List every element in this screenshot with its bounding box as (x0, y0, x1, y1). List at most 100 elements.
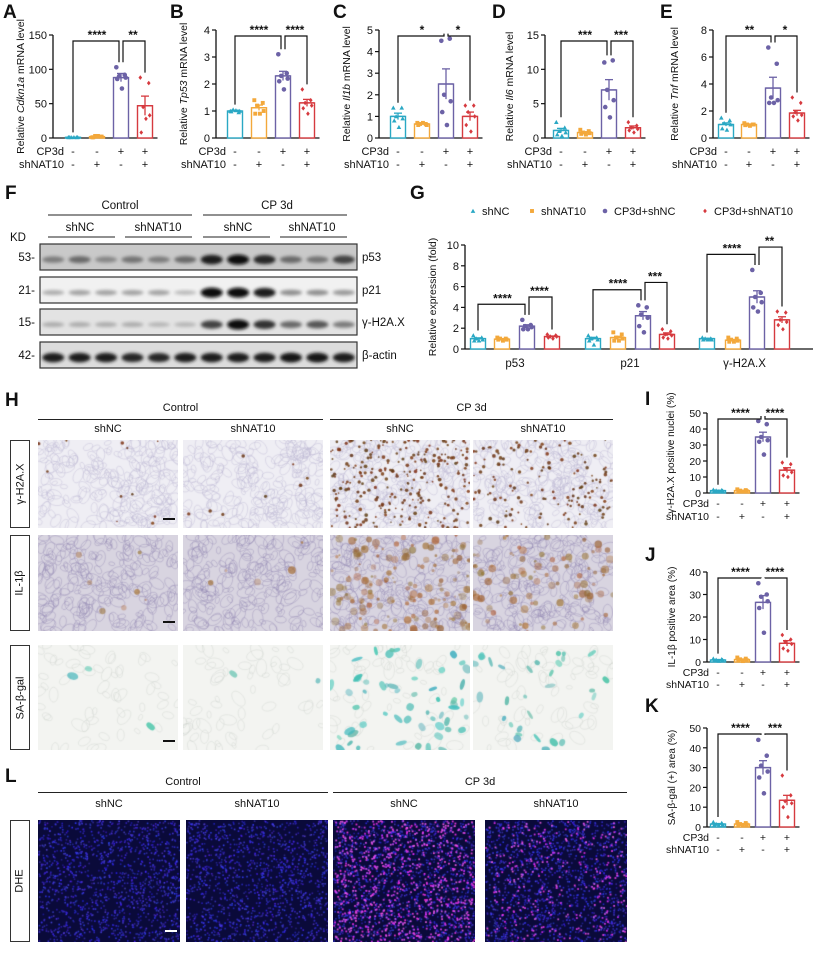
blot-group-label: Control (101, 200, 138, 212)
data-point-square (731, 339, 736, 344)
data-point-square (416, 123, 421, 127)
blot-band (95, 322, 118, 328)
bar-group-cp3d-shnc (600, 58, 618, 139)
y-axis-label: IL-1β positive area (%) (667, 567, 678, 668)
data-point-triangle (476, 338, 482, 343)
bar-group-cp3d-shnc (634, 303, 652, 350)
condition-value: + (760, 667, 766, 679)
legend-label: CP3d+shNAT10 (714, 206, 793, 218)
data-point-diamond (626, 119, 631, 125)
y-tick-label: 10 (447, 240, 459, 252)
data-point-diamond (781, 326, 785, 332)
data-point-triangle (391, 118, 397, 123)
data-point-square (616, 338, 621, 343)
chart-i-gh2ax-nuclei: 0 10 20 30 40 50 γ-H2A.X positive nuclei (%) **… (666, 392, 800, 523)
y-axis-label-part: γ-H2A.X positive nuclei (%) (666, 392, 677, 513)
condition-value: - (95, 146, 99, 158)
y-tick-label: 20 (689, 782, 701, 794)
data-point-circle (756, 580, 761, 586)
significance-label: **** (731, 565, 750, 579)
significance-label: **** (530, 284, 549, 298)
data-point-square (495, 335, 500, 340)
data-point-square (736, 823, 741, 827)
kd-marker: 21- (18, 285, 35, 297)
y-axis-label: Relative expression (fold) (427, 238, 439, 356)
y-axis-label-part: mRNA level (504, 32, 516, 90)
condition-value: + (760, 498, 766, 510)
data-point-circle (766, 45, 771, 50)
condition-value: + (467, 159, 473, 171)
condition-value: - (747, 146, 751, 158)
bar-group-shnat10 (250, 98, 268, 139)
chart-g-relative-expression: 0 2 4 6 8 10 Relative expression (fold) shNC shN… (427, 206, 813, 370)
data-point-triangle (700, 337, 706, 342)
data-point-triangle (480, 337, 485, 342)
data-point-square (611, 330, 616, 335)
condition-value: + (256, 159, 262, 171)
y-axis-label-part: Relative (178, 104, 190, 145)
data-point-triangle (471, 333, 476, 338)
condition-value: + (630, 146, 636, 158)
data-point-triangle (400, 116, 405, 121)
data-point-circle (764, 421, 770, 427)
micrograph-sab-2 (330, 645, 470, 750)
blot-band (253, 255, 276, 265)
data-point-triangle (554, 132, 560, 137)
data-point-circle (761, 452, 767, 457)
significance-bracket (758, 246, 783, 307)
y-tick-label: 4 (701, 79, 707, 91)
condition-value: - (716, 498, 720, 510)
y-tick-label: 0 (204, 133, 210, 145)
significance-label: **** (609, 277, 628, 291)
blot-band (279, 321, 302, 329)
data-point-circle (441, 92, 447, 98)
significance-bracket (717, 733, 762, 818)
data-point-square (579, 131, 584, 136)
data-point-circle (755, 309, 761, 314)
panel-label-e: E (660, 2, 673, 23)
micrograph-il-0 (38, 535, 178, 631)
blot-band (147, 322, 170, 327)
data-point-circle (771, 100, 777, 106)
condition-label-cp3d: CP3d (689, 146, 717, 158)
data-point-triangle (471, 338, 477, 343)
condition-value: + (784, 667, 790, 679)
data-point-diamond (551, 336, 555, 341)
condition-label-shnat10: shNAT10 (19, 159, 64, 171)
significance-label: **** (731, 406, 750, 420)
bar (778, 642, 796, 663)
significance-label: *** (614, 28, 628, 42)
bar-group-cp3d-shnat10 (624, 119, 642, 139)
dhe-micrograph-3 (485, 820, 627, 942)
condition-value: - (724, 146, 728, 158)
blot-band (174, 352, 197, 363)
data-point-triangle (559, 133, 565, 138)
data-point-diamond (775, 309, 780, 314)
blot-band (121, 256, 144, 263)
y-tick-label: 40 (689, 743, 701, 755)
data-point-square (747, 123, 752, 128)
significance-label: *** (768, 721, 782, 735)
significance-label: **** (88, 28, 107, 42)
micrograph-gh-0 (38, 440, 178, 528)
bar-group-cp3d-shnc (748, 267, 766, 350)
legend-item-shnc: shNC (470, 206, 510, 218)
bar-group-shnc (709, 656, 727, 663)
data-point-circle (758, 763, 764, 768)
y-tick-label: 30 (689, 763, 701, 775)
dhe-micrograph-2 (333, 820, 475, 942)
group-underline (330, 419, 613, 420)
subgroup-header: shNAT10 (234, 798, 280, 810)
significance-bracket (764, 416, 788, 458)
y-axis-label-part: Relative (669, 100, 681, 141)
significance-bracket (72, 40, 120, 133)
data-point-square (742, 121, 747, 126)
bar-group-cp3d-shnat10 (461, 103, 479, 139)
y-tick-label: 15 (527, 30, 539, 42)
condition-value: - (71, 159, 75, 171)
condition-value: + (770, 146, 776, 158)
data-point-diamond (781, 804, 786, 810)
data-point-triangle (727, 118, 733, 123)
significance-bracket (234, 35, 282, 105)
